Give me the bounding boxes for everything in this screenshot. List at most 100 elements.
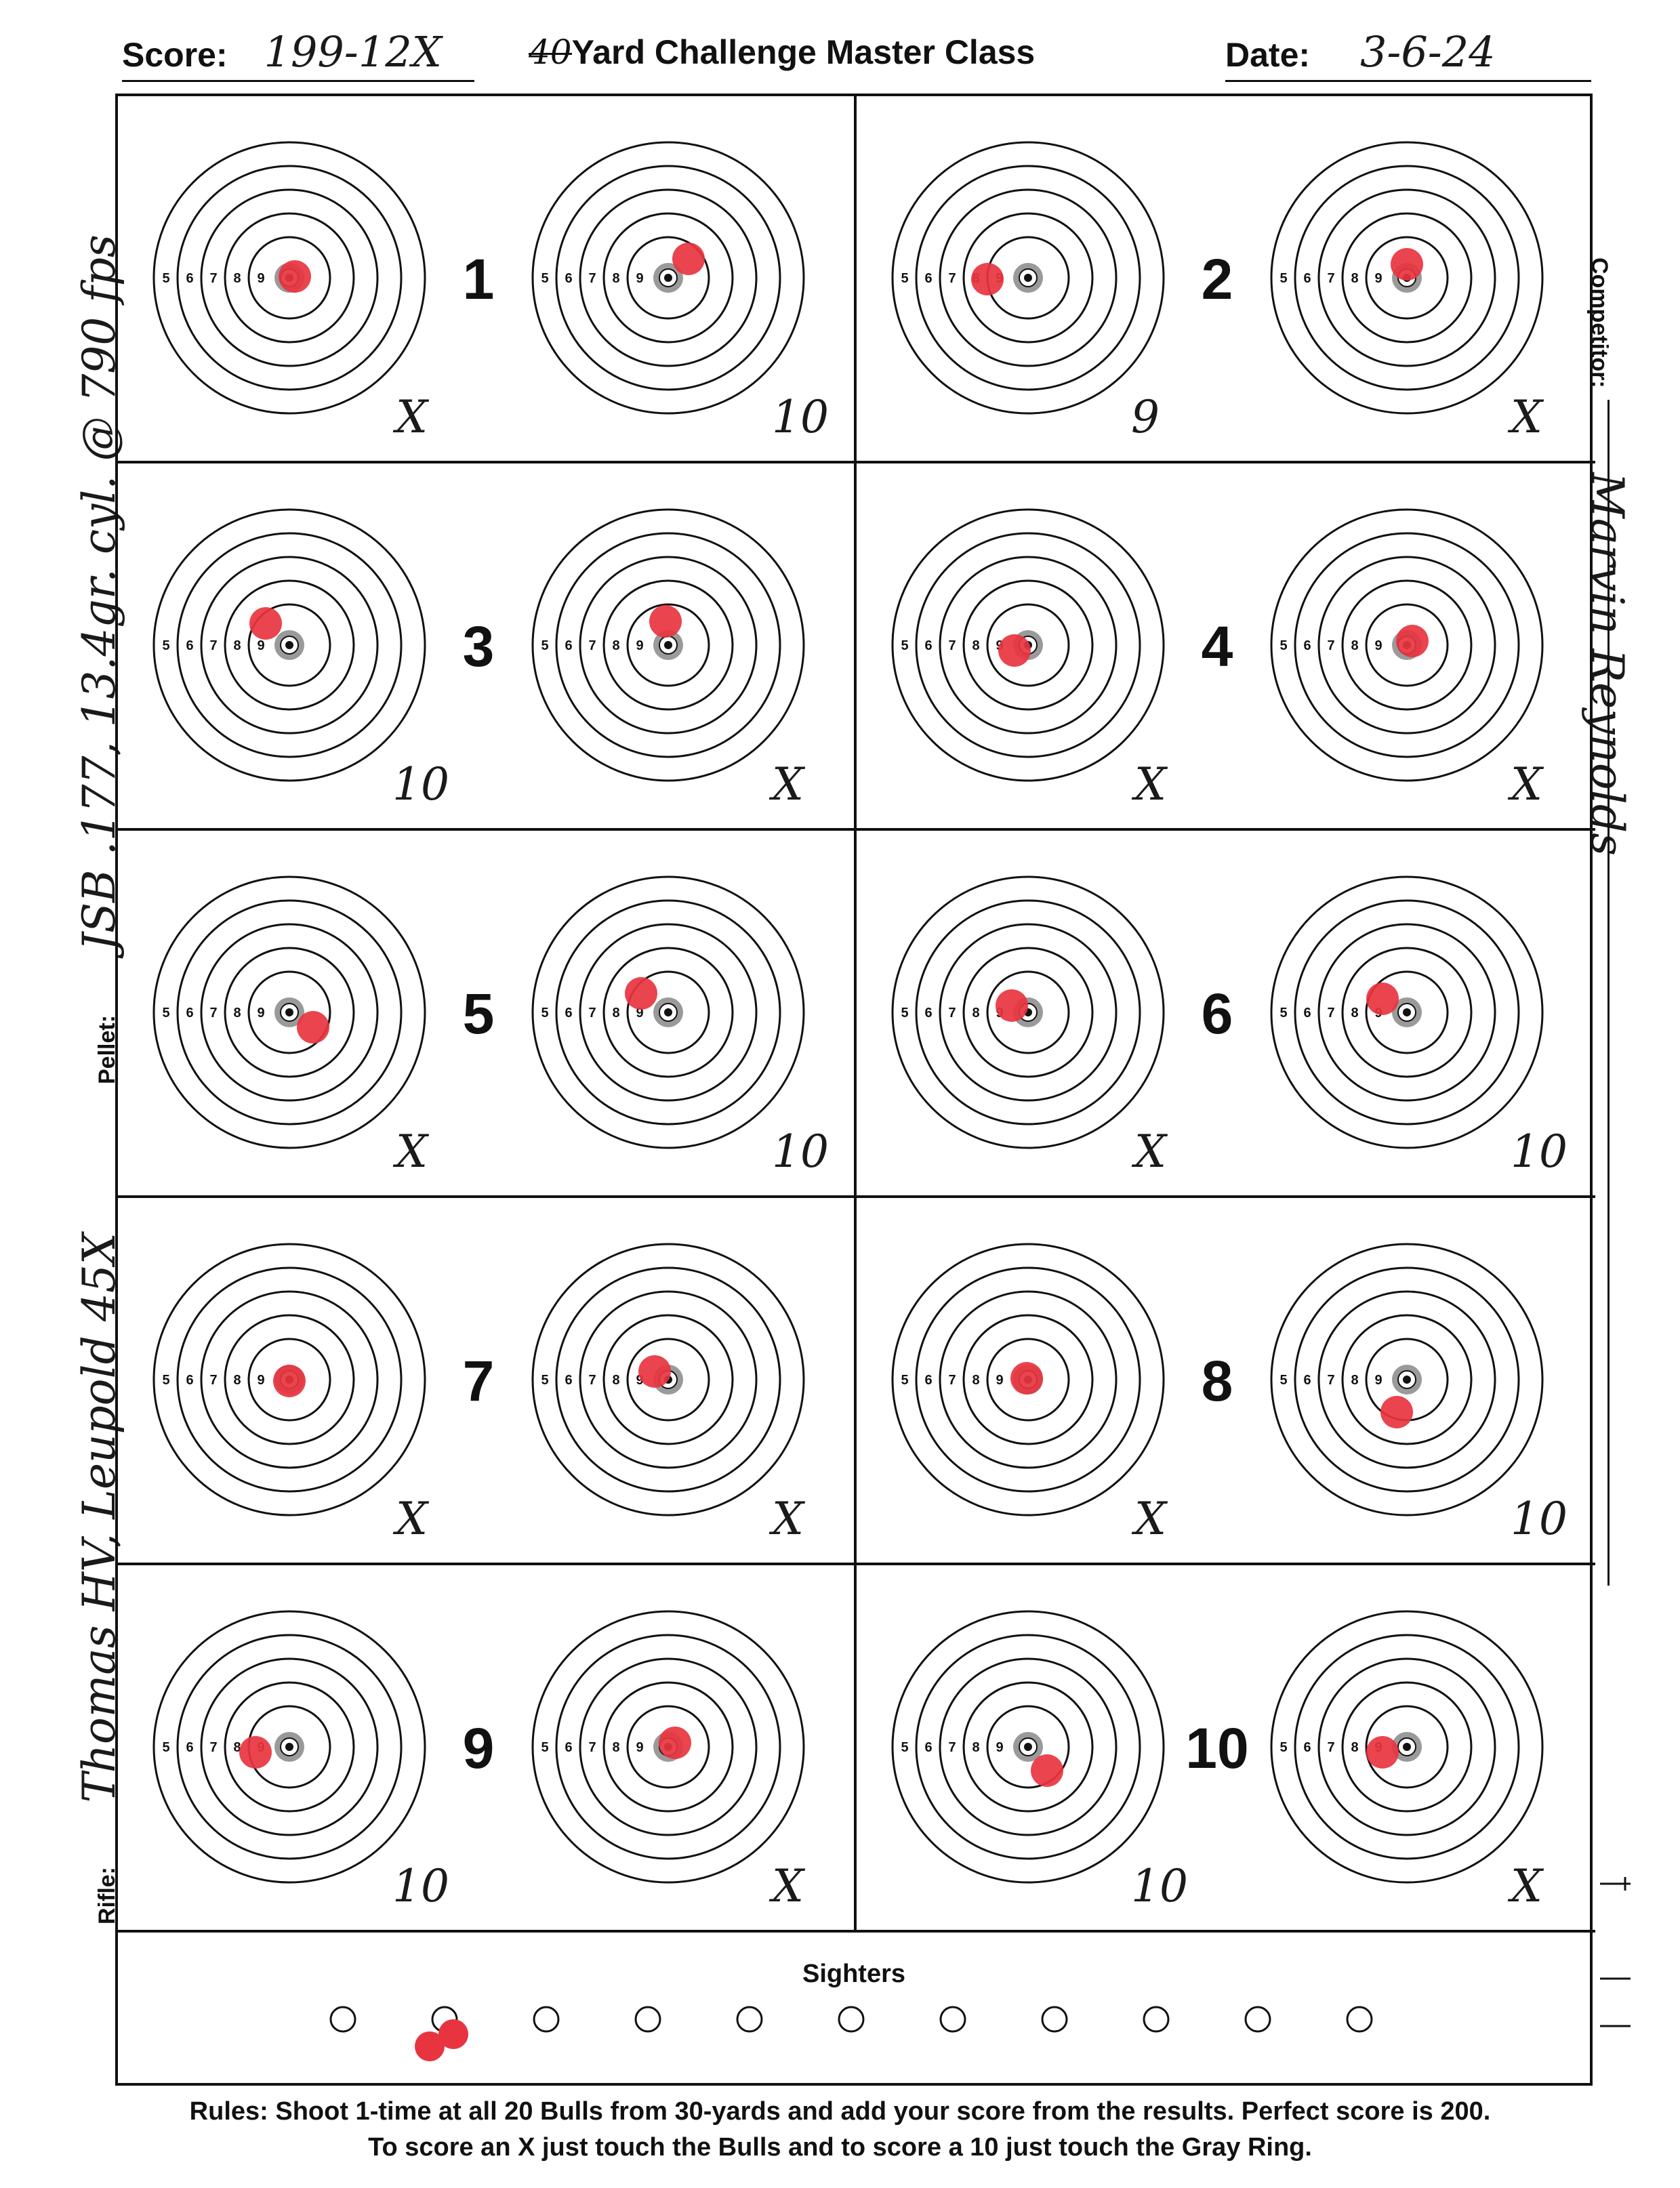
ring-label: 6 bbox=[924, 1006, 932, 1020]
ring-7 bbox=[939, 1657, 1118, 1836]
bull-panel-5: 5 6 7 8 9 5 6 7 8 9 5 X 10 bbox=[118, 831, 857, 1198]
ring-label: 9 bbox=[1374, 1373, 1382, 1388]
right-bull: 5 6 7 8 9 bbox=[531, 1243, 805, 1516]
bullseye bbox=[1403, 1376, 1411, 1384]
sighter-bull bbox=[1041, 2006, 1068, 2033]
ring-6 bbox=[1294, 165, 1520, 391]
page-title: 40Yard Challenge Master Class bbox=[529, 33, 1035, 72]
right-bull-score: X bbox=[772, 1493, 804, 1545]
ring-label: 6 bbox=[565, 1373, 572, 1388]
ring-7 bbox=[939, 1290, 1118, 1469]
right-bull-score: 10 bbox=[772, 391, 829, 443]
ring-label: 8 bbox=[1351, 271, 1358, 286]
ring-label: 7 bbox=[948, 638, 956, 653]
right-bull: 5 6 7 8 9 bbox=[531, 141, 805, 415]
rules-line-2: To score an X just touch the Bulls and t… bbox=[368, 2133, 1312, 2162]
pellet-hole bbox=[1366, 1736, 1399, 1769]
ring-8 bbox=[962, 1681, 1094, 1813]
ring-label: 8 bbox=[612, 1006, 619, 1020]
ring-label: 9 bbox=[257, 1373, 264, 1388]
right-bull-score: X bbox=[1511, 1860, 1542, 1912]
ring-6 bbox=[555, 1266, 781, 1493]
ring-label: 9 bbox=[257, 638, 264, 653]
ring-label: 6 bbox=[924, 1373, 932, 1388]
right-bull: 5 6 7 8 9 bbox=[531, 508, 805, 782]
ring-label: 7 bbox=[948, 1740, 956, 1755]
pellet-hole bbox=[659, 1727, 691, 1759]
ring-label: 7 bbox=[588, 1373, 596, 1388]
ring-label: 5 bbox=[162, 1373, 169, 1388]
ring-label: 7 bbox=[1327, 1740, 1334, 1755]
ring-label: 9 bbox=[257, 271, 264, 286]
sighter-bull bbox=[329, 2006, 356, 2033]
rules-line-1: Rules: Shoot 1-time at all 20 Bulls from… bbox=[189, 2097, 1491, 2126]
ring-5 bbox=[891, 141, 1165, 415]
left-bull: 5 6 7 8 9 bbox=[152, 875, 426, 1149]
ring-label: 7 bbox=[1327, 638, 1334, 653]
right-bull-score: 10 bbox=[1511, 1493, 1568, 1545]
bullseye bbox=[1024, 274, 1032, 282]
left-bull: 5 6 7 8 9 bbox=[891, 1243, 1165, 1516]
ring-label: 5 bbox=[162, 271, 169, 286]
ring-label: 8 bbox=[1351, 1740, 1358, 1755]
margin-ticks bbox=[1600, 1877, 1631, 2027]
right-bull-score: 10 bbox=[772, 1126, 829, 1178]
ring-label: 8 bbox=[233, 1006, 241, 1020]
sighter-bull bbox=[838, 2006, 865, 2033]
ring-label: 9 bbox=[636, 1006, 643, 1020]
ring-8 bbox=[1341, 1681, 1473, 1813]
ring-label: 5 bbox=[541, 1740, 548, 1755]
ring-8 bbox=[1341, 947, 1473, 1078]
ring-label: 8 bbox=[233, 1373, 241, 1388]
right-bull: 5 6 7 8 9 bbox=[1270, 508, 1544, 782]
pellet-hole bbox=[672, 243, 705, 275]
ring-label: 6 bbox=[1303, 271, 1311, 286]
sighter-bull bbox=[939, 2006, 966, 2033]
ring-5 bbox=[152, 508, 426, 782]
ring-label: 7 bbox=[1327, 1006, 1334, 1020]
bull-number: 3 bbox=[462, 615, 495, 678]
bull-panel-7: 5 6 7 8 9 5 6 7 8 9 7 X X bbox=[118, 1198, 857, 1565]
ring-5 bbox=[891, 1243, 1165, 1516]
ring-7 bbox=[200, 1657, 379, 1836]
pellet-hole bbox=[273, 1365, 306, 1397]
ring-9 bbox=[626, 970, 710, 1054]
ring-label: 5 bbox=[901, 1006, 908, 1020]
ring-label: 8 bbox=[972, 638, 979, 653]
ring-5 bbox=[152, 1610, 426, 1884]
ring-6 bbox=[176, 165, 403, 391]
ring-6 bbox=[915, 899, 1141, 1126]
ring-5 bbox=[891, 875, 1165, 1149]
ring-5 bbox=[1270, 508, 1544, 782]
pellet-hole bbox=[297, 1011, 329, 1044]
right-bull: 5 6 7 8 9 bbox=[531, 875, 805, 1149]
ring-6 bbox=[555, 899, 781, 1126]
ring-label: 8 bbox=[233, 1740, 241, 1755]
ring-8 bbox=[962, 947, 1094, 1078]
ring-label: 6 bbox=[924, 638, 932, 653]
left-bull-score: 10 bbox=[392, 1860, 449, 1912]
date-label: Date: bbox=[1225, 36, 1311, 74]
ring-9 bbox=[986, 970, 1070, 1054]
ring-label: 5 bbox=[1279, 638, 1287, 653]
ring-label: 6 bbox=[565, 271, 572, 286]
ring-5 bbox=[531, 1610, 805, 1884]
bullseye bbox=[1403, 1743, 1411, 1751]
ring-label: 7 bbox=[948, 1006, 956, 1020]
ring-label: 6 bbox=[1303, 638, 1311, 653]
ring-label: 5 bbox=[1279, 1373, 1287, 1388]
left-bull-score: 9 bbox=[1131, 391, 1160, 443]
bullseye bbox=[1403, 1008, 1411, 1016]
bullseye bbox=[285, 641, 293, 649]
ring-7 bbox=[579, 923, 758, 1102]
ring-label: 7 bbox=[588, 1740, 596, 1755]
pellet-hole bbox=[996, 989, 1028, 1022]
bull-number: 6 bbox=[1201, 982, 1233, 1046]
ring-label: 7 bbox=[1327, 271, 1334, 286]
ring-label: 8 bbox=[612, 1373, 619, 1388]
ring-label: 5 bbox=[1279, 271, 1287, 286]
ring-label: 9 bbox=[636, 638, 643, 653]
